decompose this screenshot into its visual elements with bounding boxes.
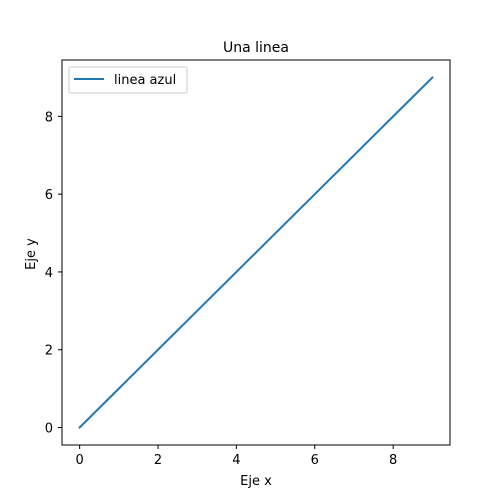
y-tick-label: 0 <box>45 422 53 437</box>
legend: linea azul <box>68 66 188 94</box>
legend-label: linea azul <box>114 73 176 88</box>
x-axis-label: Eje x <box>240 474 272 489</box>
y-tick-label: 8 <box>45 110 53 125</box>
plot-area: 0 2 4 6 8 0 2 4 6 8 <box>45 59 451 468</box>
y-tick-label: 4 <box>45 266 53 281</box>
x-tick-label: 8 <box>389 453 397 468</box>
chart-title: Una linea <box>223 40 289 56</box>
axes-frame <box>61 59 451 446</box>
y-tick-label: 2 <box>45 344 53 359</box>
x-tick-label: 6 <box>311 453 319 468</box>
y-axis-label: Eje y <box>24 238 39 270</box>
x-tick-label: 2 <box>154 453 162 468</box>
x-tick-label: 0 <box>75 453 83 468</box>
x-tick-label: 4 <box>232 453 240 468</box>
y-tick-label: 6 <box>45 188 53 203</box>
series-line-0 <box>78 76 434 429</box>
legend-box <box>68 66 188 94</box>
